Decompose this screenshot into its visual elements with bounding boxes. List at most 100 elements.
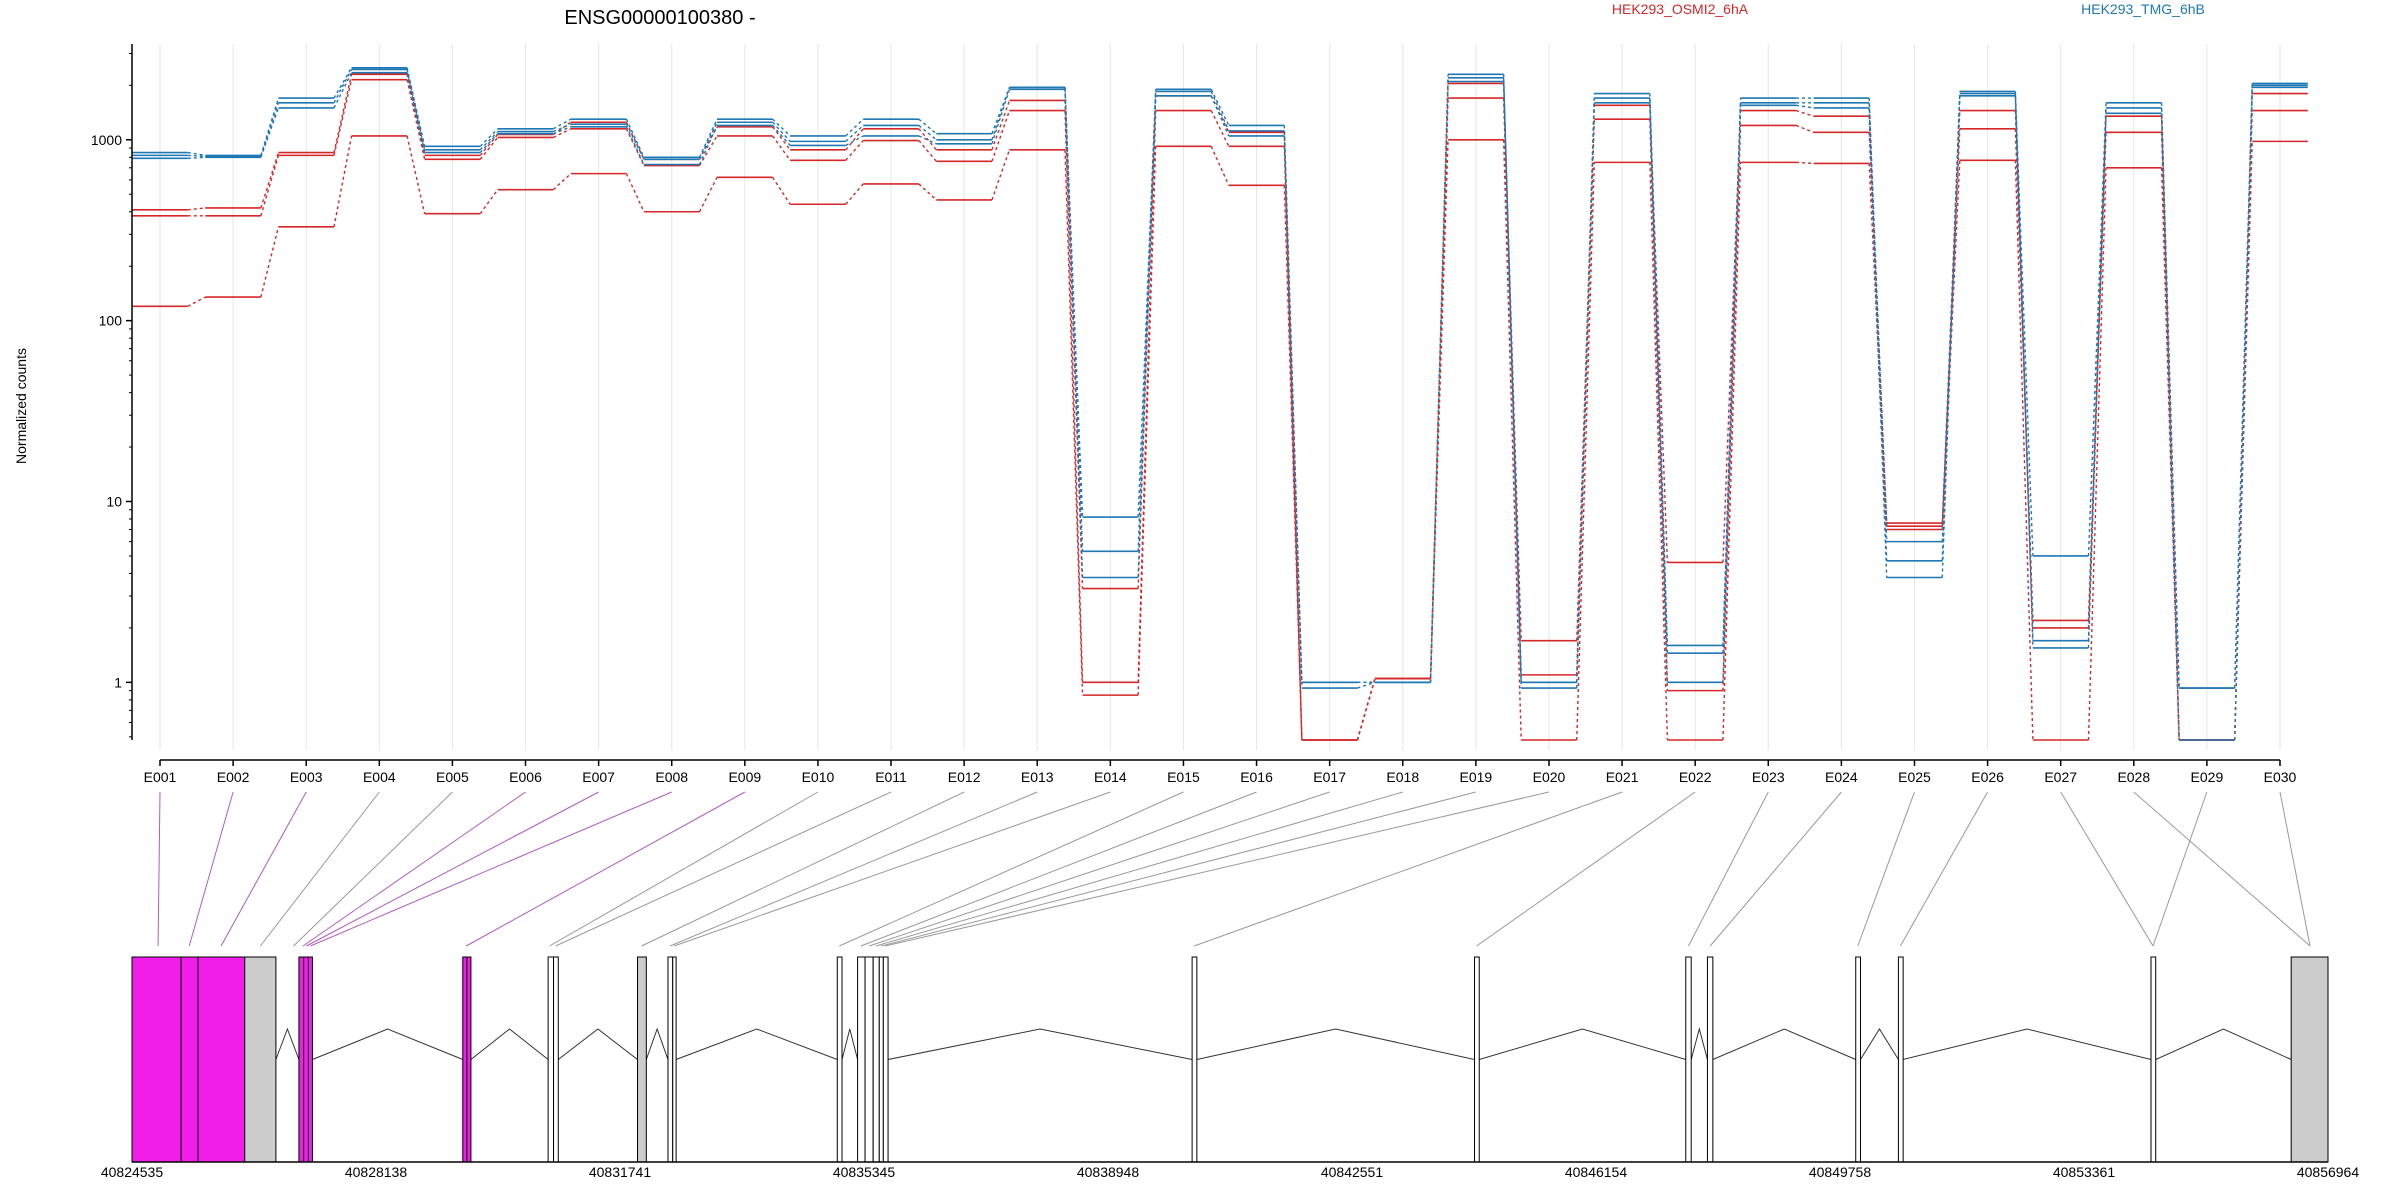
- series-blue-4: [132, 68, 2308, 689]
- series-connector: [698, 121, 718, 160]
- x-tick-label: E011: [875, 769, 907, 785]
- connector-line: [1899, 791, 1989, 947]
- x-tick-label: E014: [1094, 769, 1127, 785]
- x-tick-label: E005: [436, 769, 469, 785]
- y-tick-label: 100: [99, 313, 123, 329]
- x-tick-label: E013: [1021, 769, 1054, 785]
- series-connector: [333, 74, 353, 153]
- series-connector: [625, 128, 645, 166]
- series-connector: [918, 118, 937, 135]
- series-connector: [625, 126, 645, 165]
- series-connector: [1137, 89, 1157, 518]
- x-tick-label: E019: [1460, 769, 1493, 785]
- series-connector: [187, 207, 206, 211]
- genomic-coordinate-label: 40856964: [2297, 1164, 2360, 1180]
- intron-line: [1860, 1028, 1899, 1060]
- series-connector: [260, 155, 280, 216]
- series-connector: [625, 173, 645, 213]
- connector-line: [868, 791, 1330, 947]
- intron-line: [312, 1028, 463, 1060]
- series-connector: [845, 124, 864, 142]
- series-connector: [1722, 125, 1742, 691]
- connector-line: [860, 791, 1257, 947]
- series-connector: [1502, 77, 1522, 683]
- connector-line: [1688, 791, 1769, 947]
- series-connector: [2087, 102, 2107, 556]
- exon-box: [672, 956, 677, 1163]
- x-tick-label: E027: [2044, 769, 2077, 785]
- series-connector: [991, 87, 1011, 134]
- series-connector: [479, 131, 499, 151]
- series-connector: [260, 97, 280, 156]
- axes: 1 10 100 1000 E001 E002 E003 E004 E005 E006 E007 E0…: [91, 44, 2297, 785]
- connector-line: [2060, 791, 2154, 947]
- series-connector: [333, 67, 353, 99]
- series-connector: [1795, 104, 1814, 109]
- x-tick-label: E021: [1606, 769, 1639, 785]
- x-tick-label: E016: [1240, 769, 1273, 785]
- series-connector: [1210, 110, 1230, 147]
- intron-line: [1690, 1027, 1708, 1060]
- series-connector: [991, 149, 1011, 201]
- series-connector: [1502, 74, 1522, 683]
- exon-box: [1473, 956, 1480, 1163]
- connector-line: [157, 791, 161, 947]
- x-tick-label: E028: [2117, 769, 2150, 785]
- intron-line: [887, 1028, 1193, 1060]
- series-connector: [260, 226, 280, 298]
- connector-line: [259, 791, 380, 947]
- series-connector: [187, 156, 206, 159]
- series-connector: [333, 72, 353, 109]
- series-connector: [1649, 93, 1669, 646]
- series-connector: [772, 176, 791, 205]
- series-connector: [2014, 110, 2034, 621]
- genomic-coordinate-label: 40838948: [1077, 1164, 1140, 1180]
- series-connector: [625, 123, 645, 160]
- genomic-coordinate-label: 40849758: [1809, 1164, 1872, 1180]
- exon-box: [553, 956, 559, 1163]
- exon-box: [303, 956, 309, 1163]
- series-connector: [1137, 91, 1157, 552]
- series-connector: [772, 124, 791, 146]
- exon-box: [244, 956, 277, 1163]
- series-connector: [1283, 132, 1303, 741]
- genomic-coordinate-label: 40828138: [345, 1164, 408, 1180]
- x-tick-label: E007: [582, 769, 615, 785]
- exon-box: [547, 956, 555, 1163]
- exon-box: [872, 956, 880, 1163]
- x-tick-label: E017: [1313, 769, 1346, 785]
- series-connector: [772, 118, 791, 137]
- series-connector: [1576, 105, 1595, 641]
- series-lines: [132, 67, 2308, 741]
- gene-model: 40824535 40828138 40831741 40835345 40838948…: [101, 956, 2360, 1180]
- series-connector: [1502, 139, 1522, 741]
- intron-line: [470, 1028, 549, 1060]
- connector-line: [306, 791, 599, 947]
- series-connector: [845, 183, 864, 205]
- series-connector: [2233, 85, 2253, 689]
- x-tick-label: E006: [509, 769, 542, 785]
- series-connector: [406, 67, 426, 147]
- x-tick-label: E008: [655, 769, 688, 785]
- x-tick-label: E029: [2191, 769, 2224, 785]
- x-tick-label: E003: [290, 769, 323, 785]
- connector-line: [188, 791, 234, 947]
- series-connector: [479, 133, 499, 154]
- series-connector: [1722, 98, 1742, 646]
- y-tick-label: 1: [114, 674, 122, 690]
- legend-label-tmg: HEK293_TMG_6hB: [2081, 1, 2205, 17]
- series-connector: [187, 296, 206, 307]
- connector-line: [302, 791, 526, 947]
- exon-box: [466, 956, 472, 1163]
- connector-line: [885, 791, 1550, 947]
- series-connector: [479, 128, 499, 147]
- series-connector: [1210, 146, 1230, 186]
- exon-box: [857, 956, 866, 1163]
- connector-line: [1709, 791, 1842, 947]
- intron-line: [557, 1028, 638, 1060]
- exon-box: [1706, 956, 1714, 1163]
- series-connector: [845, 118, 864, 137]
- series-connector: [918, 140, 937, 162]
- y-tick-label: 10: [106, 493, 122, 509]
- series-connector: [1064, 149, 1084, 696]
